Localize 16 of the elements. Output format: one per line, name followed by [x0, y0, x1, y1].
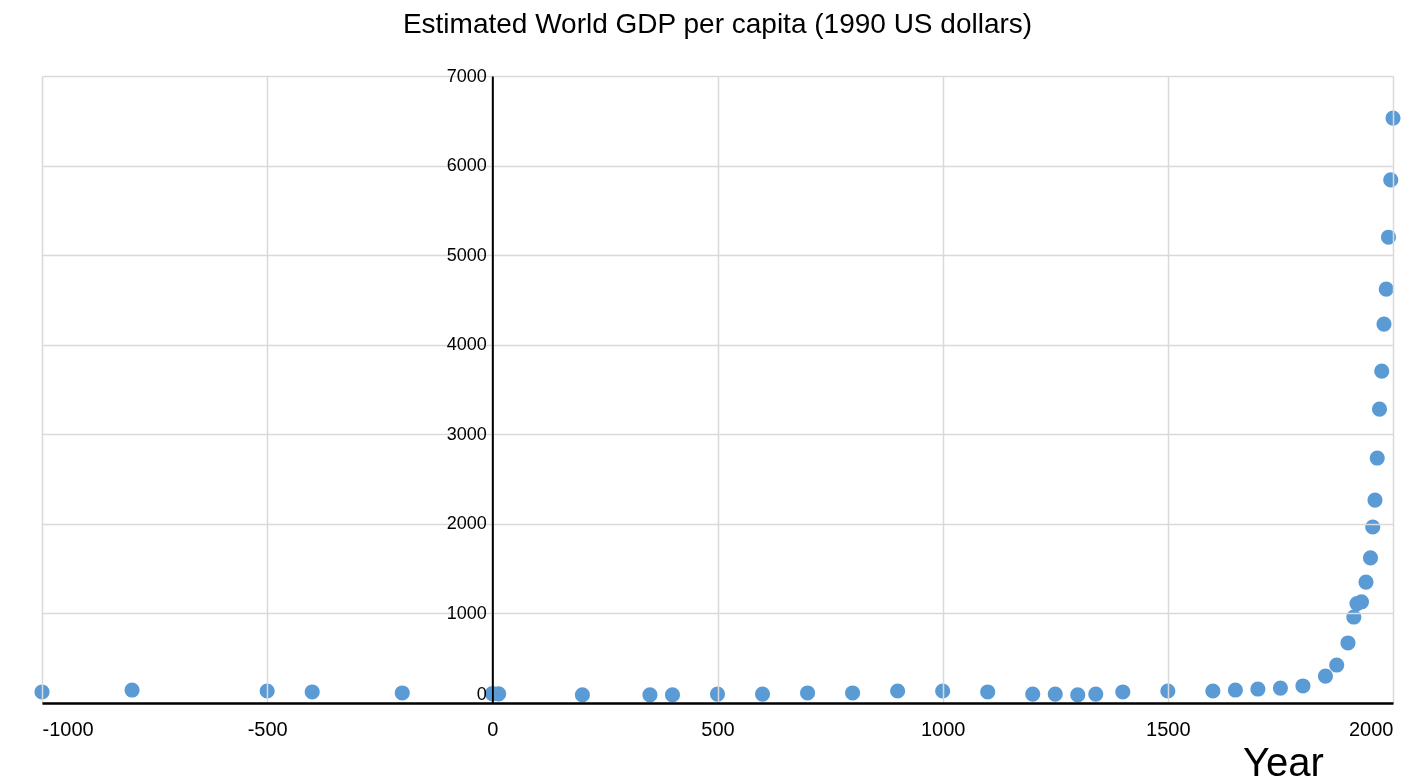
y-tick-label: 3000 — [446, 423, 487, 444]
x-tick-label: 2000 — [1349, 717, 1394, 740]
x-tick-label: -1000 — [42, 717, 94, 740]
y-tick-label: 2000 — [446, 513, 487, 534]
x-tick-label: -500 — [247, 717, 288, 740]
y-tick-label: 7000 — [446, 65, 487, 86]
x-tick-label: 1500 — [1146, 717, 1191, 740]
x-axis-title: Year — [1243, 739, 1324, 783]
y-tick-label: 0 — [476, 683, 487, 704]
y-tick-label: 1000 — [446, 602, 487, 623]
chart-title: Estimated World GDP per capita (1990 US dollars) — [402, 8, 1033, 39]
x-tick-label: 1000 — [920, 717, 966, 740]
y-tick-label: 5000 — [446, 244, 487, 265]
x-tick-label: 500 — [701, 717, 735, 740]
y-tick-label: 4000 — [446, 334, 487, 355]
y-tick-label: 6000 — [446, 155, 487, 176]
